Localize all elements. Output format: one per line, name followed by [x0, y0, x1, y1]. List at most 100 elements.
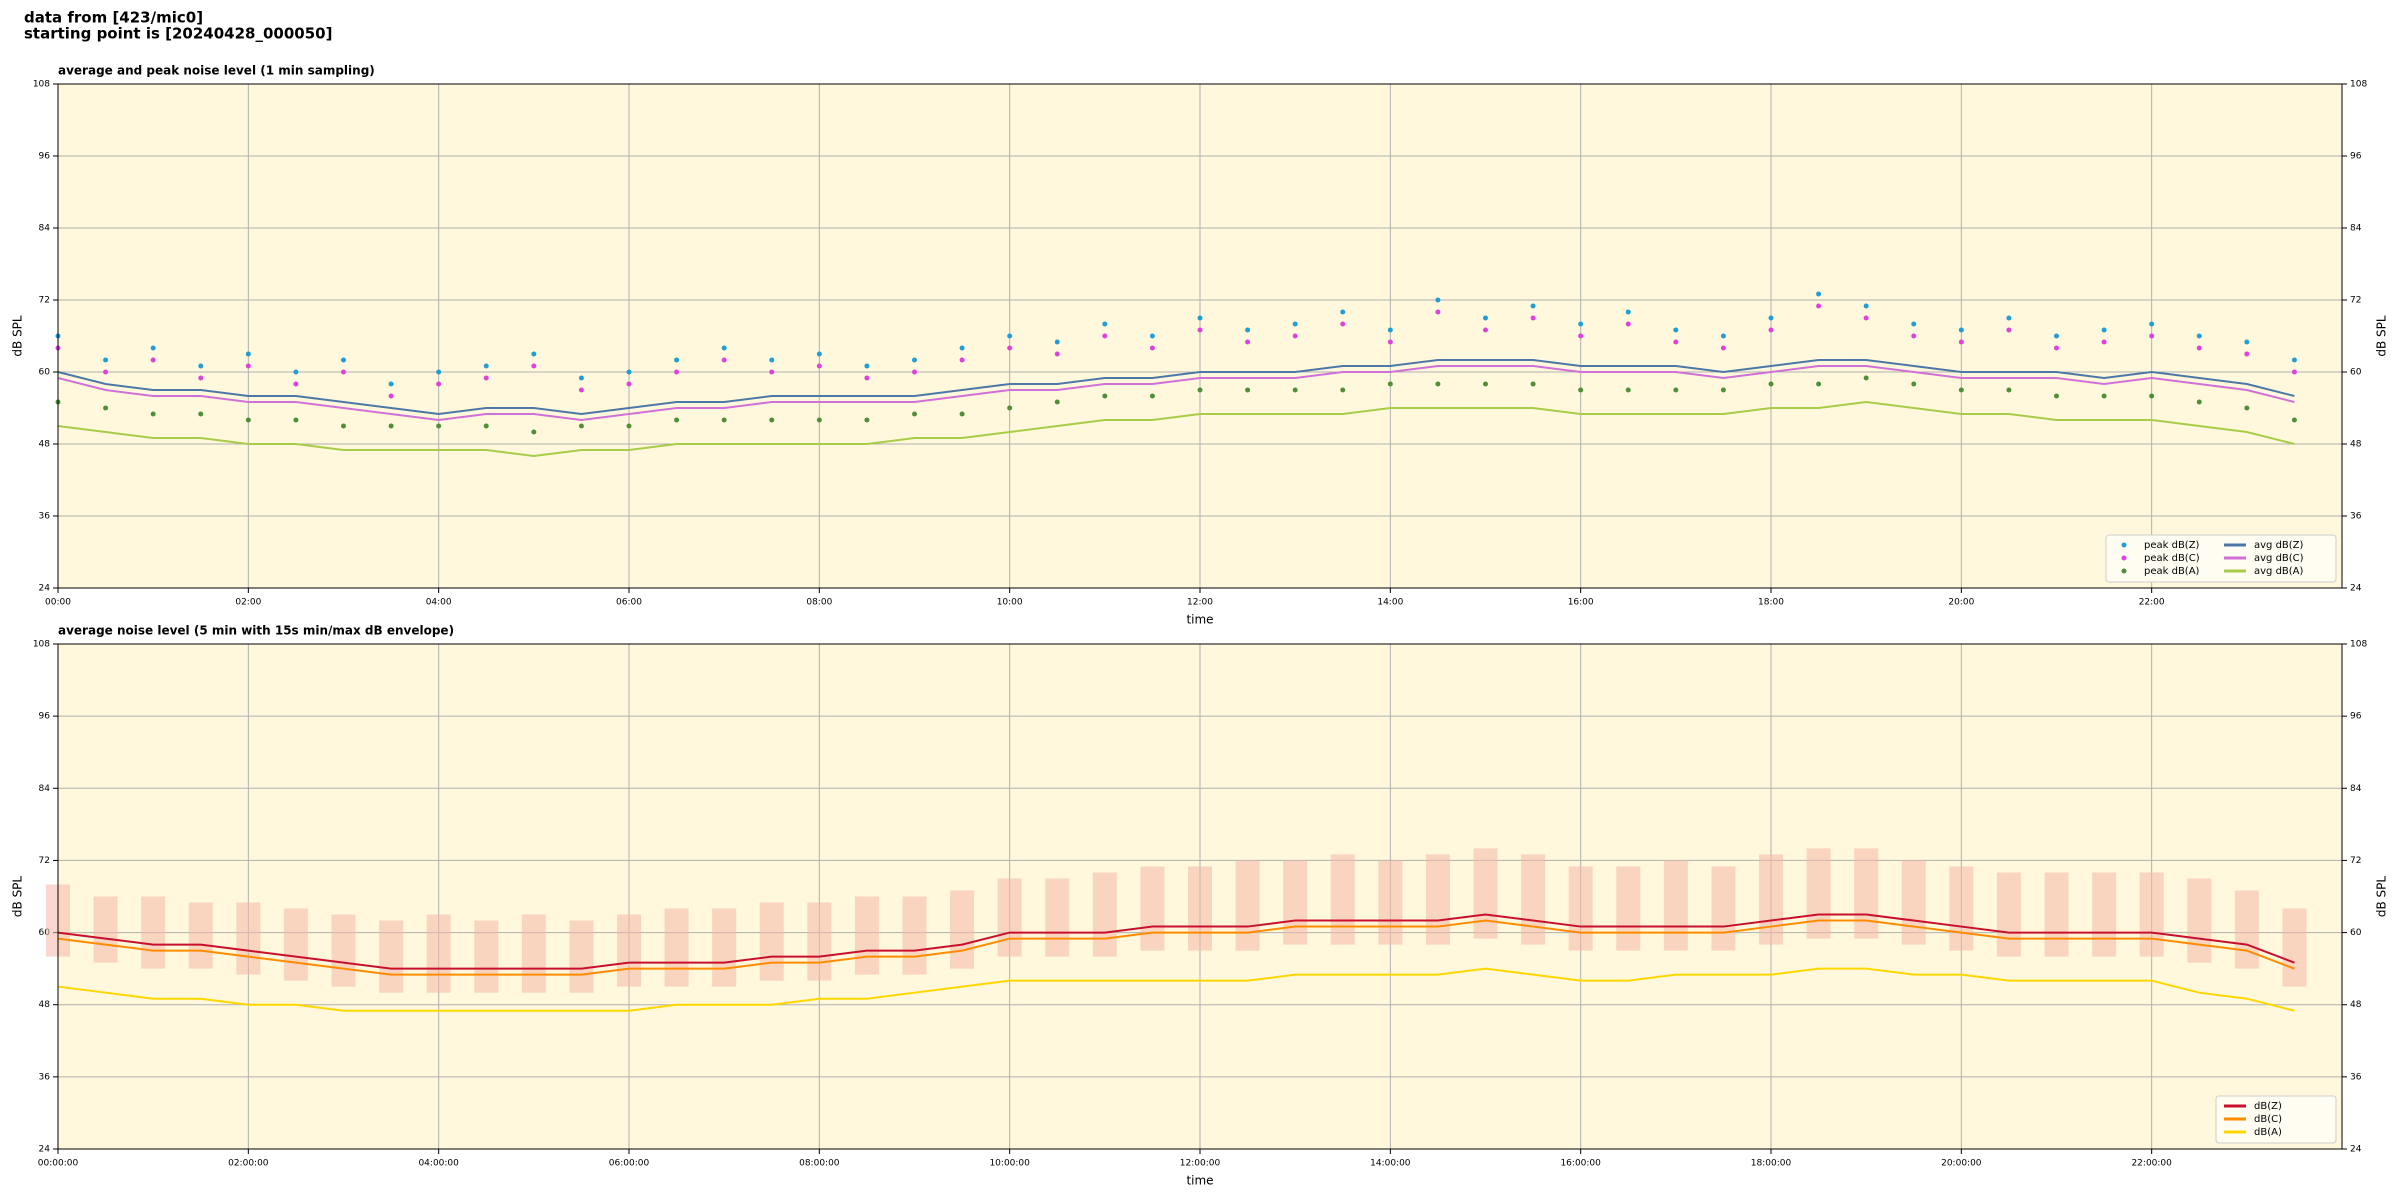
- peak-dot: [1340, 387, 1346, 393]
- peak-dot: [1007, 405, 1013, 411]
- y-tick-label: 84: [2350, 224, 2362, 234]
- peak-dot: [959, 357, 965, 363]
- peak-dot: [626, 369, 632, 375]
- peak-dot: [1530, 381, 1536, 387]
- peak-dot: [1387, 339, 1393, 345]
- x-tick-label: 04:00:00: [418, 1159, 459, 1169]
- legend-label: peak dB(Z): [2144, 540, 2200, 551]
- peak-dot: [1816, 303, 1822, 309]
- peak-dot: [1245, 387, 1251, 393]
- peak-dot: [769, 417, 775, 423]
- peak-dot: [2244, 351, 2250, 357]
- peak-dot: [2291, 357, 2297, 363]
- peak-dot: [1149, 345, 1155, 351]
- x-tick-label: 22:00:00: [2131, 1159, 2172, 1169]
- peak-dot: [2101, 393, 2107, 399]
- peak-dot: [578, 375, 584, 381]
- peak-dot: [1673, 339, 1679, 345]
- peak-dot: [436, 369, 442, 375]
- legend-marker: [2121, 555, 2127, 561]
- y-tick-label: 108: [2350, 80, 2367, 90]
- y-tick-label: 72: [2350, 856, 2361, 866]
- peak-dot: [483, 363, 489, 369]
- peak-dot: [341, 423, 346, 429]
- peak-dot: [1054, 339, 1060, 345]
- x-tick-label: 06:00: [616, 598, 642, 608]
- peak-dot: [436, 381, 442, 387]
- peak-dot: [912, 357, 917, 363]
- x-tick-label: 22:00: [2139, 598, 2165, 608]
- y-axis-label: dB SPL: [11, 876, 25, 918]
- y-tick-label: 60: [39, 928, 51, 938]
- x-tick-label: 06:00:00: [609, 1159, 650, 1169]
- y-tick-label: 84: [39, 784, 51, 794]
- peak-dot: [198, 411, 204, 417]
- peak-dot: [1483, 327, 1488, 333]
- peak-dot: [1007, 333, 1013, 339]
- x-tick-label: 18:00: [1758, 598, 1784, 608]
- peak-dot: [1958, 327, 1964, 333]
- peak-dot: [1102, 393, 1108, 399]
- legend-label: dB(Z): [2254, 1101, 2282, 1112]
- peak-dot: [769, 357, 775, 363]
- peak-dot: [1387, 327, 1393, 333]
- peak-dot: [1483, 381, 1488, 387]
- peak-dot: [959, 345, 965, 351]
- peak-dot: [1625, 321, 1631, 327]
- x-tick-label: 20:00: [1948, 598, 1974, 608]
- peak-dot: [674, 417, 680, 423]
- x-tick-label: 14:00:00: [1370, 1159, 1411, 1169]
- chart-title: average and peak noise level (1 min samp…: [58, 64, 375, 78]
- peak-dot: [2006, 387, 2012, 393]
- peak-dot: [1245, 339, 1251, 345]
- peak-dot: [1958, 339, 1964, 345]
- peak-dot: [1720, 333, 1726, 339]
- peak-dot: [436, 423, 442, 429]
- peak-dot: [769, 369, 775, 375]
- peak-dot: [2149, 333, 2155, 339]
- y-tick-label: 84: [2350, 784, 2362, 794]
- x-tick-label: 12:00: [1187, 598, 1213, 608]
- peak-dot: [626, 423, 632, 429]
- y-tick-label: 48: [2350, 440, 2362, 450]
- y-axis-label: dB SPL: [2375, 876, 2389, 918]
- x-tick-label: 10:00: [997, 598, 1023, 608]
- peak-dot: [341, 357, 346, 363]
- peak-dot: [1102, 333, 1108, 339]
- peak-dot: [1720, 345, 1726, 351]
- peak-dot: [1292, 321, 1298, 327]
- peak-dot: [1578, 333, 1584, 339]
- y-tick-label: 36: [39, 1072, 51, 1082]
- x-tick-label: 00:00: [45, 598, 71, 608]
- peak-dot: [388, 423, 394, 429]
- legend-label: avg dB(Z): [2254, 540, 2304, 551]
- peak-dot: [1340, 321, 1346, 327]
- y-tick-label: 72: [39, 296, 50, 306]
- x-tick-label: 16:00: [1568, 598, 1594, 608]
- peak-dot: [1578, 387, 1584, 393]
- peak-dot: [721, 417, 727, 423]
- series-line: [57, 359, 2295, 416]
- legend-label: peak dB(A): [2144, 566, 2200, 577]
- peak-dot: [531, 363, 537, 369]
- series-line: [57, 400, 2295, 458]
- peak-dot: [1054, 399, 1060, 405]
- legend-label: dB(C): [2254, 1114, 2282, 1125]
- peak-dot: [1911, 321, 1917, 327]
- y-axis-label: dB SPL: [11, 315, 25, 357]
- y-tick-label: 96: [2350, 712, 2362, 722]
- peak-dot: [1007, 345, 1013, 351]
- y-tick-label: 96: [39, 712, 51, 722]
- x-tick-label: 20:00:00: [1941, 1159, 1982, 1169]
- y-tick-label: 24: [39, 584, 51, 594]
- peak-dot: [1911, 381, 1917, 387]
- peak-dot: [2054, 345, 2059, 351]
- x-tick-label: 14:00: [1377, 598, 1403, 608]
- x-tick-label: 08:00: [806, 598, 832, 608]
- peak-dot: [2196, 333, 2202, 339]
- plot-frame: [57, 83, 2343, 589]
- peak-dot: [2054, 393, 2059, 399]
- peak-dot: [198, 363, 204, 369]
- y-tick-label: 60: [2350, 368, 2362, 378]
- y-tick-label: 72: [39, 856, 50, 866]
